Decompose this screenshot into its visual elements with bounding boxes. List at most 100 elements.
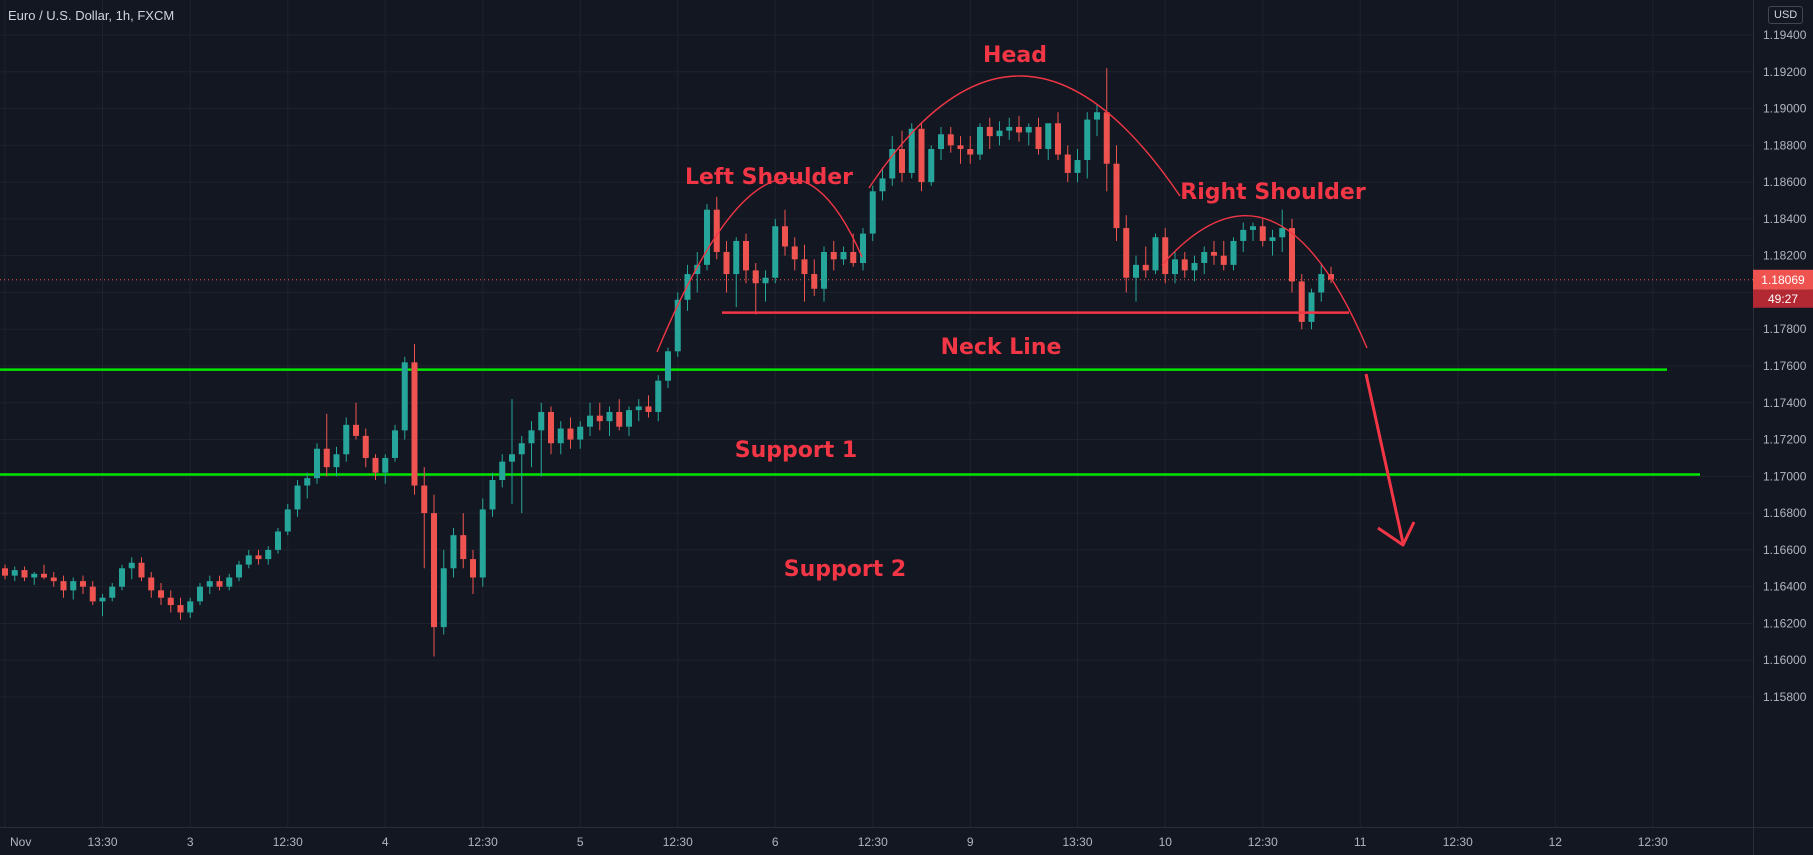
candle-body — [928, 149, 935, 183]
candle-body — [343, 424, 350, 455]
candle-body — [1035, 126, 1042, 150]
y-tick-label: 1.18800 — [1763, 138, 1807, 152]
candle-body — [665, 351, 671, 381]
candle-body — [1289, 228, 1295, 282]
candle-body — [908, 128, 915, 173]
candle-body — [557, 428, 564, 444]
candle-body — [840, 251, 847, 260]
candle-body — [1142, 264, 1149, 271]
candle-body — [1240, 229, 1247, 241]
candle-body — [353, 424, 359, 436]
candle-body — [479, 509, 486, 578]
candle-body — [499, 461, 506, 481]
candle-body — [918, 128, 925, 183]
countdown-tag — [1753, 289, 1813, 308]
y-tick-label: 1.18600 — [1763, 175, 1807, 189]
candle-body — [879, 178, 886, 192]
x-tick-label: 12:30 — [1248, 835, 1278, 849]
y-tick-label: 1.16200 — [1763, 616, 1807, 630]
candle-body — [1201, 251, 1208, 264]
down-arrow-shaft — [1364, 373, 1405, 544]
candle-body — [2, 568, 8, 576]
candle-body — [821, 251, 827, 289]
candle-body — [1025, 126, 1032, 133]
candle-body — [528, 430, 535, 444]
candle-body — [1318, 274, 1325, 293]
candle-body — [1103, 112, 1110, 164]
candle-body — [1016, 126, 1022, 133]
candle-body — [450, 535, 457, 569]
candle-body — [1152, 237, 1159, 271]
candle-body — [1279, 228, 1286, 238]
candle-body — [11, 570, 18, 576]
candle-body — [362, 435, 369, 458]
candle-body — [1191, 263, 1198, 271]
candle-body — [723, 251, 730, 275]
candle-body — [89, 586, 96, 602]
candle-body — [811, 274, 818, 289]
x-tick-label: 3 — [187, 835, 194, 849]
x-tick-label: 6 — [772, 835, 779, 849]
annotation-label-head: Head — [983, 43, 1047, 68]
candle-body — [284, 509, 291, 532]
candle-body — [596, 415, 603, 422]
y-tick-label: 1.19200 — [1763, 65, 1807, 79]
candle-body — [382, 457, 389, 473]
candle-body — [99, 597, 106, 602]
candle-body — [899, 149, 905, 173]
x-tick-label: 12:30 — [858, 835, 888, 849]
candle-body — [996, 130, 1003, 137]
candle-body — [1123, 228, 1130, 278]
candle-body — [323, 448, 330, 468]
candle-body — [1006, 126, 1013, 131]
candle-body — [713, 209, 720, 252]
candle-body — [1064, 154, 1071, 173]
left-shoulder-arc — [656, 178, 863, 353]
candle-body — [577, 426, 584, 440]
candle-body — [1172, 259, 1178, 275]
y-tick-label: 1.17000 — [1763, 469, 1807, 483]
candle-body — [1269, 237, 1276, 241]
candle-body — [245, 555, 252, 565]
candle-body — [460, 535, 467, 560]
candle-body — [860, 233, 866, 264]
candle-body — [957, 145, 964, 150]
y-tick-label: 1.16800 — [1763, 506, 1807, 520]
candle-body — [177, 605, 184, 613]
candle-body — [206, 581, 213, 587]
candle-body — [1113, 163, 1120, 229]
y-tick-label: 1.18400 — [1763, 212, 1807, 226]
currency-button[interactable]: USD — [1768, 6, 1804, 24]
y-tick-label: 1.16000 — [1763, 653, 1807, 667]
candle-body — [947, 134, 954, 146]
candle-body — [704, 209, 710, 265]
x-tick-label: 12:30 — [468, 835, 498, 849]
annotation-label-right-shoulder: Right Shoulder — [1180, 180, 1366, 205]
x-tick-label: 13:30 — [1062, 835, 1092, 849]
candle-body — [1220, 255, 1227, 265]
y-tick-label: 1.16600 — [1763, 543, 1807, 557]
candle-body — [470, 559, 476, 578]
candle-body — [304, 478, 311, 486]
annotation-label-left-shoulder: Left Shoulder — [685, 165, 853, 190]
candle-body — [1162, 237, 1169, 275]
candle-body — [80, 581, 86, 587]
candle-body — [489, 480, 496, 510]
x-tick-label: 5 — [577, 835, 584, 849]
candle-body — [674, 299, 681, 352]
candle-body — [1308, 292, 1315, 322]
candle-body — [782, 226, 788, 247]
candle-body — [226, 577, 233, 587]
candle-body — [850, 251, 857, 264]
candle-body — [265, 549, 272, 560]
annotation-label-support-1: Support 1 — [735, 438, 857, 463]
candle-body — [772, 226, 779, 278]
candle-body — [1181, 259, 1188, 271]
annotation-label-support-2: Support 2 — [784, 557, 906, 582]
candle-body — [548, 411, 554, 444]
y-tick-label: 1.19400 — [1763, 28, 1807, 42]
candle-body — [60, 581, 67, 591]
candle-body — [645, 406, 652, 412]
candle-body — [392, 430, 398, 458]
